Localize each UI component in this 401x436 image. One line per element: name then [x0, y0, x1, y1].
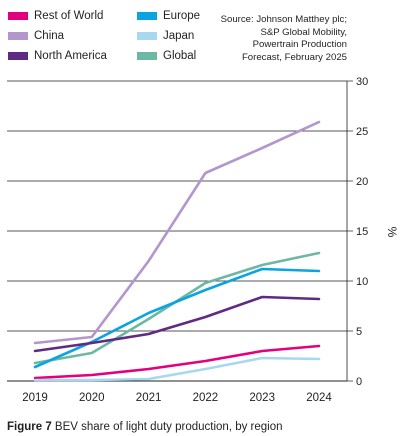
x-tick-label: 2020	[79, 392, 105, 404]
x-axis-ticks: 2019 2020 2021 2022 2023 2024	[22, 392, 332, 404]
line-chart: 2019 2020 2021 2022 2023 2024 0 5 10 15 20 25 30 %	[7, 76, 399, 404]
legend-item: North America	[8, 50, 107, 62]
series-line-rest-of-world	[33, 344, 321, 380]
series-lines	[33, 120, 321, 382]
legend-item: Europe	[137, 10, 200, 22]
series-line-north-america	[33, 295, 321, 353]
y-tick-label: 0	[356, 376, 362, 388]
caption-text: BEV share of light duty production, by r…	[51, 421, 283, 433]
series-line-europe	[33, 267, 321, 369]
y-tick-label: 30	[356, 76, 368, 88]
figure-number: Figure 7	[7, 421, 52, 433]
legend-swatch	[8, 32, 28, 40]
source-line: Forecast, February 2025	[241, 51, 347, 63]
figure-caption: Figure 7 BEV share of light duty product…	[7, 421, 283, 433]
legend-swatch	[137, 32, 157, 40]
gridlines	[7, 80, 353, 382]
series-line-china	[33, 120, 321, 345]
y-tick-label: 25	[356, 126, 368, 138]
legend: Rest of World Europe China Japan North Ameri…	[0, 0, 401, 70]
legend-swatch	[8, 12, 28, 20]
legend-label: Europe	[163, 10, 201, 22]
legend-item: Global	[137, 50, 196, 62]
x-tick-label: 2024	[306, 392, 332, 404]
source-line: Powertrain Production	[252, 39, 347, 50]
y-axis-label: %	[385, 227, 399, 238]
y-axis-ticks: 0 5 10 15 20 25 30	[356, 76, 368, 388]
y-tick-label: 5	[356, 326, 362, 338]
source-line: Source: Johnson Matthey plc;	[220, 14, 347, 25]
legend-label: Rest of World	[34, 10, 104, 22]
legend-label: China	[34, 30, 65, 42]
x-tick-label: 2022	[193, 392, 219, 404]
x-tick-label: 2021	[136, 392, 162, 404]
x-tick-label: 2023	[249, 392, 275, 404]
legend-swatch	[8, 52, 28, 60]
y-tick-label: 10	[356, 276, 368, 288]
legend-item: Japan	[137, 30, 194, 42]
y-tick-label: 15	[356, 226, 368, 238]
x-tick-label: 2019	[22, 392, 48, 404]
series-line-japan	[33, 356, 321, 382]
source-note: Source: Johnson Matthey plc; S&P Global …	[190, 14, 347, 64]
legend-label: Japan	[163, 30, 195, 42]
legend-swatch	[137, 12, 157, 20]
legend-item: Rest of World	[8, 10, 103, 22]
y-tick-label: 20	[356, 176, 368, 188]
legend-label: Global	[163, 50, 197, 62]
legend-label: North America	[34, 50, 107, 62]
source-line: S&P Global Mobility,	[260, 26, 347, 38]
legend-swatch	[137, 52, 157, 60]
legend-item: China	[8, 30, 64, 42]
